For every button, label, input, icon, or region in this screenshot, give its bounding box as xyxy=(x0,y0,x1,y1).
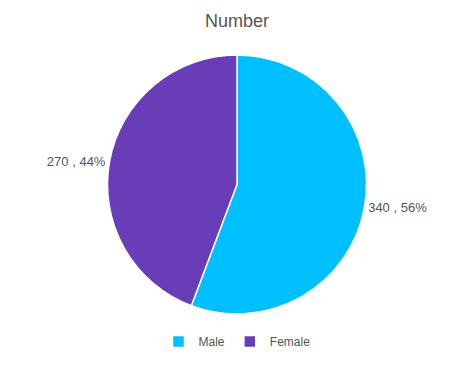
svg-text:Female: Female xyxy=(270,335,310,349)
svg-text:Male: Male xyxy=(199,335,225,349)
svg-text:340 , 56%: 340 , 56% xyxy=(368,200,427,215)
svg-text:Number: Number xyxy=(205,11,269,31)
svg-text:270 , 44%: 270 , 44% xyxy=(47,154,106,169)
